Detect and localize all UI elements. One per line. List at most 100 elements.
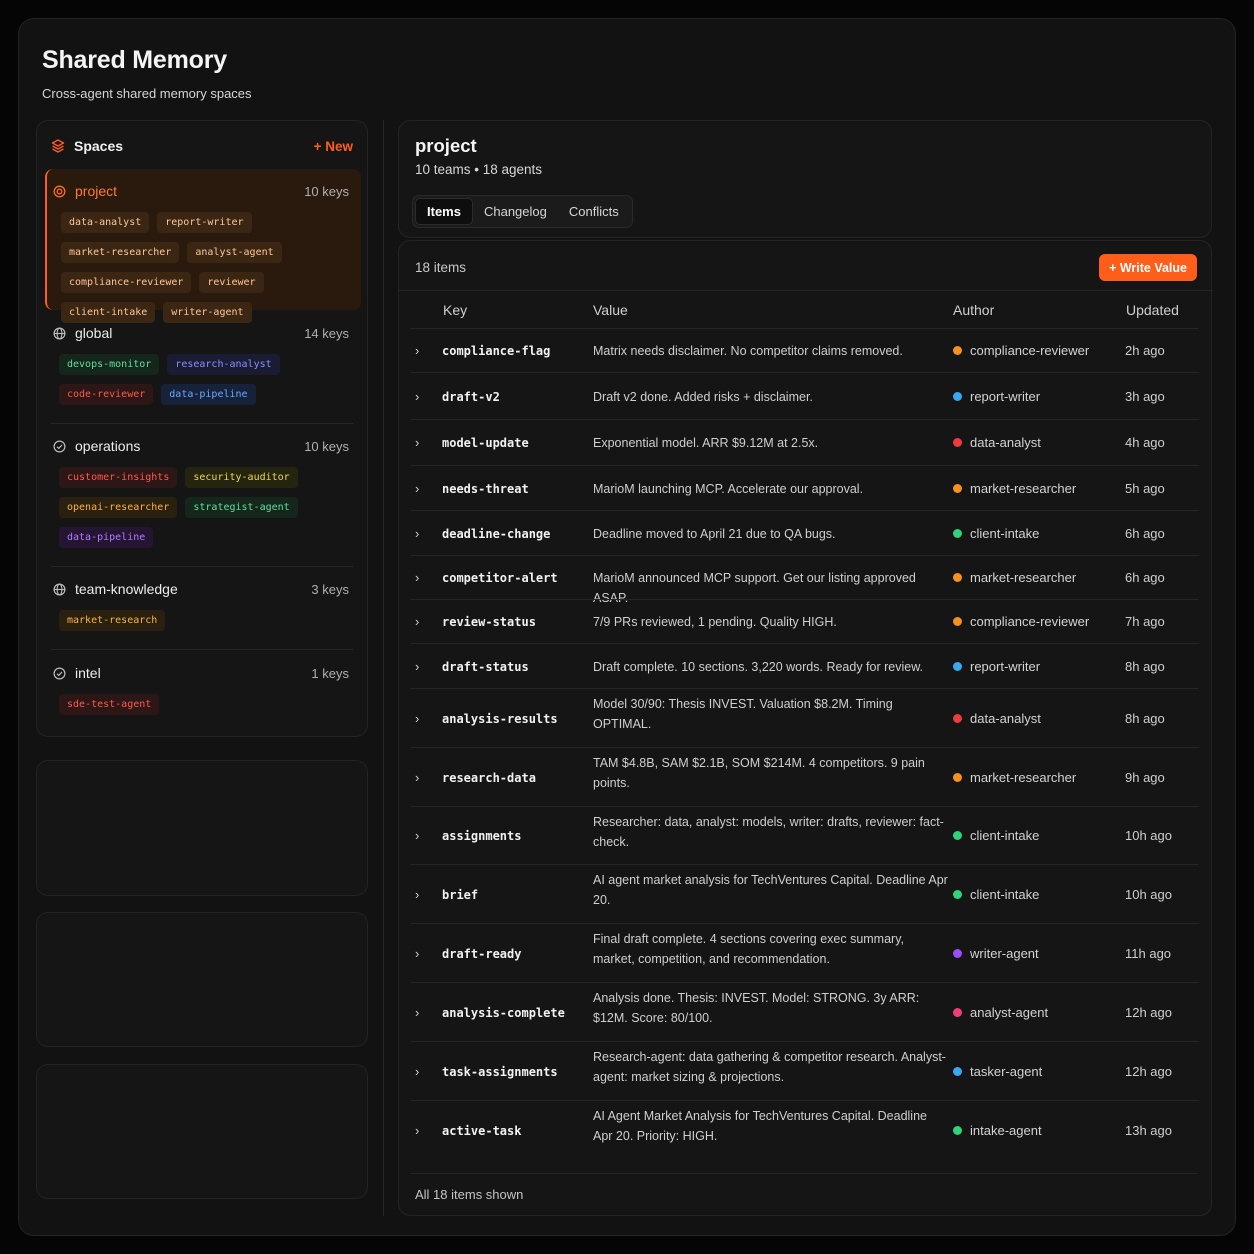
empty-card — [36, 1064, 368, 1199]
item-key: task-assignments — [442, 1065, 558, 1079]
space-name: project — [75, 183, 118, 199]
table-row[interactable]: › needs-threat MarioM launching MCP. Accel… — [411, 465, 1199, 510]
agent-tag[interactable]: data-analyst — [61, 212, 150, 233]
table-row[interactable]: › review-status 7/9 PRs reviewed, 1 pendin… — [411, 599, 1199, 643]
chevron-right-icon[interactable]: › — [415, 946, 420, 961]
table-row[interactable]: › compliance-flag Matrix needs disclaimer.… — [411, 328, 1199, 372]
item-author: compliance-reviewer — [953, 343, 1089, 358]
column-header-author[interactable]: Author — [953, 302, 995, 318]
table-row[interactable]: › competitor-alert MarioM announced MCP su… — [411, 555, 1199, 605]
agent-tag[interactable]: code-reviewer — [59, 384, 154, 405]
chevron-right-icon[interactable]: › — [415, 481, 420, 496]
items-card: 18 items + Write Value Key Value Author … — [398, 240, 1213, 1216]
space-global[interactable]: global 14 keys devops-monitor research-a… — [45, 324, 361, 405]
author-name: tasker-agent — [970, 1064, 1043, 1079]
agent-tag[interactable]: strategist-agent — [185, 497, 298, 518]
items-table-body: › compliance-flag Matrix needs disclaimer.… — [411, 328, 1199, 1159]
author-name: data-analyst — [970, 435, 1041, 450]
spaces-panel: Spaces + New project 10 keys data-analys… — [36, 120, 368, 737]
chevron-right-icon[interactable]: › — [415, 389, 420, 404]
chevron-right-icon[interactable]: › — [415, 1005, 420, 1020]
table-row[interactable]: › draft-status Draft complete. 10 sections… — [411, 643, 1199, 688]
tab-items[interactable]: Items — [415, 198, 473, 225]
space-team-knowledge[interactable]: team-knowledge 3 keys market-research — [45, 580, 361, 631]
chevron-right-icon[interactable]: › — [415, 526, 420, 541]
item-author: market-researcher — [953, 481, 1076, 496]
agent-tag[interactable]: client-intake — [61, 302, 156, 323]
agent-tag[interactable]: market-research — [59, 610, 166, 631]
chevron-right-icon[interactable]: › — [415, 887, 420, 902]
agent-tag[interactable]: report-writer — [157, 212, 252, 233]
table-row[interactable]: › draft-v2 Draft v2 done. Added risks + di… — [411, 372, 1199, 419]
table-row[interactable]: › analysis-results Model 30/90: Thesis INV… — [411, 688, 1199, 747]
column-header-updated[interactable]: Updated — [1126, 302, 1179, 318]
chevron-right-icon[interactable]: › — [415, 614, 420, 629]
item-updated: 11h ago — [1125, 946, 1172, 961]
agent-tag[interactable]: research-analyst — [167, 354, 280, 375]
author-color-dot — [953, 949, 962, 958]
column-divider — [383, 120, 384, 1216]
table-row[interactable]: › brief AI agent market analysis for TechV… — [411, 864, 1199, 923]
item-updated: 7h ago — [1125, 614, 1165, 629]
item-key: model-update — [442, 436, 529, 450]
chevron-right-icon[interactable]: › — [415, 711, 420, 726]
agent-tag[interactable]: data-pipeline — [161, 384, 256, 405]
item-value: AI agent market analysis for TechVenture… — [593, 873, 948, 907]
space-operations[interactable]: operations 10 keys customer-insights sec… — [45, 437, 361, 548]
chevron-right-icon[interactable]: › — [415, 1123, 420, 1138]
column-header-value[interactable]: Value — [593, 302, 628, 318]
space-project[interactable]: project 10 keys data-analyst report-writ… — [45, 169, 361, 323]
chevron-right-icon[interactable]: › — [415, 343, 420, 358]
author-name: report-writer — [970, 659, 1041, 674]
table-row[interactable]: › assignments Researcher: data, analyst: m… — [411, 806, 1199, 864]
space-name: operations — [75, 438, 141, 454]
table-row[interactable]: › task-assignments Research-agent: data ga… — [411, 1041, 1199, 1100]
table-row[interactable]: › deadline-change Deadline moved to April … — [411, 510, 1199, 555]
item-author: market-researcher — [953, 770, 1076, 785]
agent-tag[interactable]: data-pipeline — [59, 527, 154, 548]
tab-changelog[interactable]: Changelog — [483, 204, 547, 219]
chevron-right-icon[interactable]: › — [415, 659, 420, 674]
item-value: Exponential model. ARR $9.12M at 2.5x. — [593, 436, 819, 450]
agent-tag[interactable]: openai-researcher — [59, 497, 178, 518]
agent-tag[interactable]: compliance-reviewer — [61, 272, 192, 293]
author-color-dot — [953, 1008, 962, 1017]
agent-tag[interactable]: writer-agent — [163, 302, 252, 323]
author-color-dot — [953, 714, 962, 723]
clock-icon — [53, 666, 66, 680]
table-row[interactable]: › research-data TAM $4.8B, SAM $2.1B, SOM … — [411, 747, 1199, 806]
project-title: project — [415, 135, 477, 156]
divider — [411, 1173, 1197, 1174]
space-intel[interactable]: intel 1 keys sde-test-agent — [45, 664, 361, 715]
agent-tag[interactable]: reviewer — [199, 272, 264, 293]
item-author: compliance-reviewer — [953, 614, 1089, 629]
write-value-button[interactable]: + Write Value — [1099, 254, 1197, 281]
item-updated: 12h ago — [1125, 1005, 1172, 1020]
agent-tag[interactable]: customer-insights — [59, 467, 178, 488]
author-color-dot — [953, 346, 962, 355]
item-value: MarioM announced MCP support. Get our li… — [593, 571, 916, 605]
author-color-dot — [953, 392, 962, 401]
new-space-button[interactable]: + New — [313, 138, 353, 154]
column-header-key[interactable]: Key — [443, 302, 468, 318]
item-key: compliance-flag — [442, 344, 551, 358]
table-row[interactable]: › active-task AI Agent Market Analysis for… — [411, 1100, 1199, 1159]
author-color-dot — [953, 438, 962, 447]
author-color-dot — [953, 617, 962, 626]
agent-tag[interactable]: security-auditor — [185, 467, 298, 488]
agent-tag[interactable]: sde-test-agent — [59, 694, 160, 715]
chevron-right-icon[interactable]: › — [415, 570, 420, 585]
agent-tag[interactable]: market-researcher — [61, 242, 180, 263]
agent-tag[interactable]: devops-monitor — [59, 354, 160, 375]
tab-conflicts[interactable]: Conflicts — [568, 204, 619, 219]
table-row[interactable]: › analysis-complete Analysis done. Thesis:… — [411, 982, 1199, 1041]
table-row[interactable]: › draft-ready Final draft complete. 4 sect… — [411, 923, 1199, 982]
chevron-right-icon[interactable]: › — [415, 1064, 420, 1079]
item-updated: 10h ago — [1125, 828, 1172, 843]
chevron-right-icon[interactable]: › — [415, 828, 420, 843]
table-row[interactable]: › model-update Exponential model. ARR $9.1… — [411, 419, 1199, 465]
chevron-right-icon[interactable]: › — [415, 770, 420, 785]
chevron-right-icon[interactable]: › — [415, 435, 420, 450]
project-header-card: project 10 teams • 18 agents Items Chang… — [398, 120, 1212, 238]
agent-tag[interactable]: analyst-agent — [187, 242, 282, 263]
